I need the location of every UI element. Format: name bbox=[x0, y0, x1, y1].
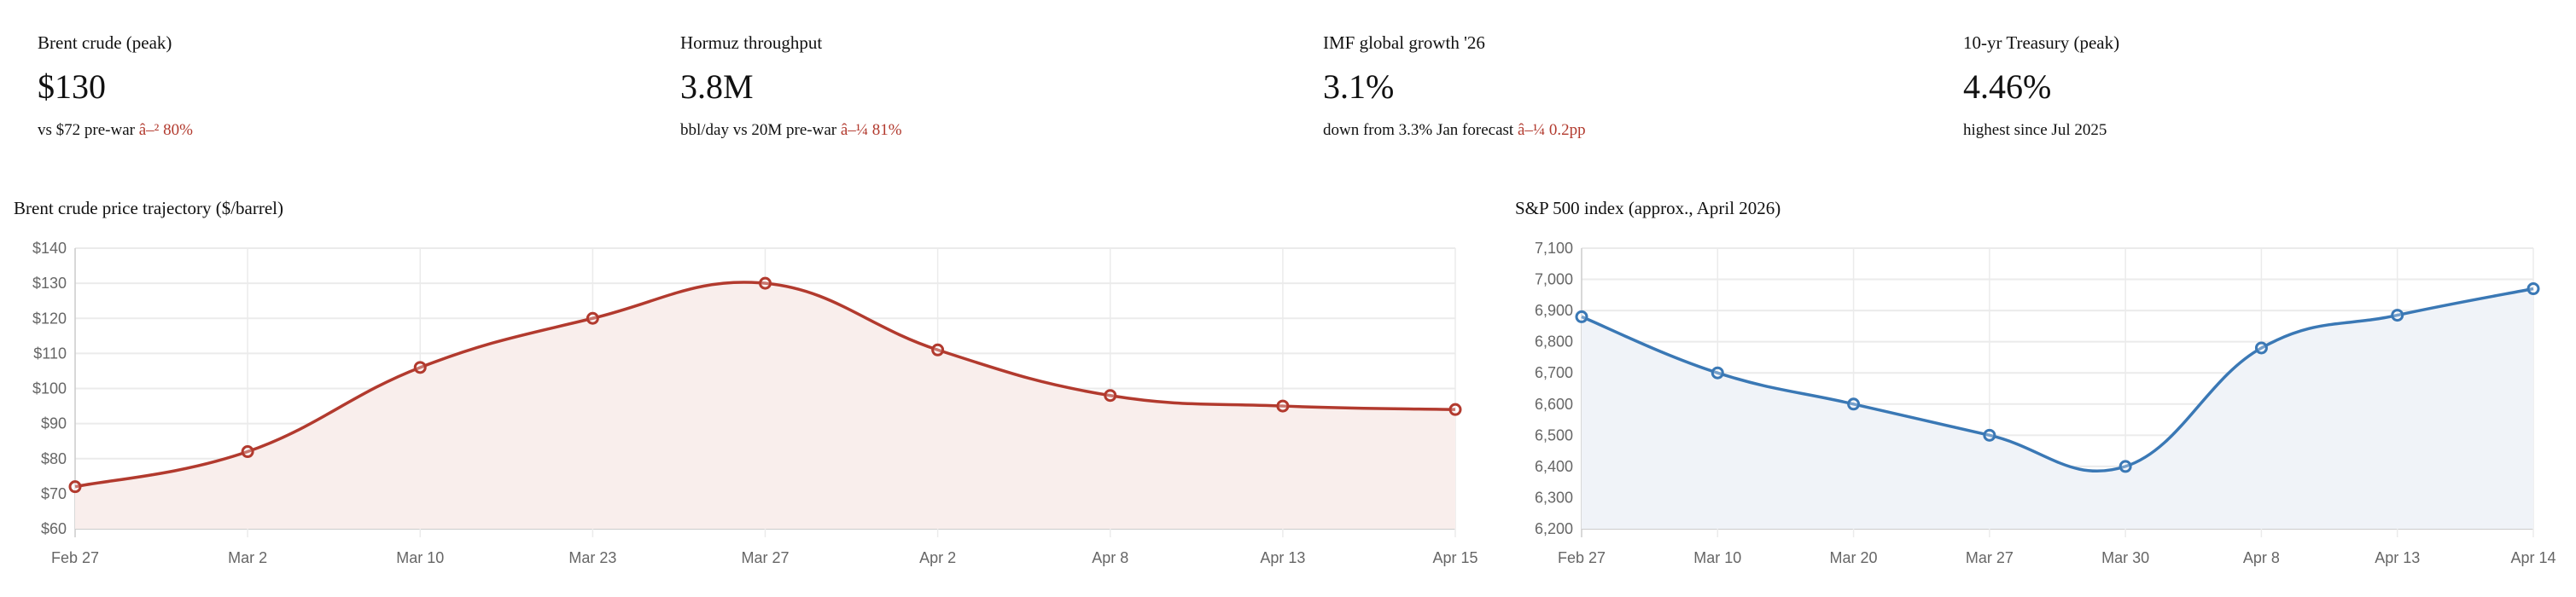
sp500-x-tick-label: Apr 13 bbox=[2375, 549, 2420, 566]
sp500-y-tick-label: 6,600 bbox=[1535, 396, 1573, 413]
kpi-sub: vs $72 pre-war â–² 80% bbox=[38, 119, 635, 142]
sp500-y-tick-label: 6,800 bbox=[1535, 333, 1573, 351]
kpi-card-hormuz: Hormuz throughput 3.8M bbl/day vs 20M pr… bbox=[680, 31, 1278, 142]
kpi-change: â–¼ 0.2pp bbox=[1517, 121, 1586, 139]
kpi-label: 10-yr Treasury (peak) bbox=[1963, 32, 2120, 53]
sp500-data-point bbox=[2118, 460, 2132, 473]
brent-data-point bbox=[931, 343, 945, 356]
kpi-change: â–¼ 81% bbox=[840, 121, 902, 139]
sp500-data-point bbox=[2526, 282, 2540, 296]
brent-x-tick-label: Mar 23 bbox=[568, 549, 616, 566]
brent-data-point bbox=[1104, 389, 1117, 403]
kpi-card-brent: Brent crude (peak) $130 vs $72 pre-war â… bbox=[38, 31, 635, 142]
sp500-x-tick-label: Apr 8 bbox=[2243, 549, 2280, 566]
brent-x-tick-label: Mar 27 bbox=[741, 549, 789, 566]
brent-chart-title: Brent crude price trajectory ($/barrel) bbox=[14, 198, 283, 218]
brent-x-tick-label: Apr 15 bbox=[1432, 549, 1477, 566]
kpi-value: $130 bbox=[38, 67, 106, 106]
brent-series-line bbox=[74, 281, 1456, 489]
sp500-area-fill bbox=[1582, 288, 2533, 529]
kpi-value: 4.46% bbox=[1963, 67, 2052, 106]
brent-data-point bbox=[1276, 399, 1290, 413]
brent-data-point bbox=[586, 311, 599, 325]
brent-y-tick-label: $140 bbox=[32, 240, 67, 257]
sp500-data-point bbox=[1983, 428, 1996, 442]
brent-data-point bbox=[241, 445, 254, 459]
sp500-y-tick-label: 7,100 bbox=[1535, 240, 1573, 257]
sp500-y-tick-label: 6,200 bbox=[1535, 520, 1573, 537]
kpi-sub: bbl/day vs 20M pre-war â–¼ 81% bbox=[680, 119, 1278, 142]
kpi-sub-text: down from 3.3% Jan forecast bbox=[1323, 121, 1514, 139]
brent-area-fill bbox=[75, 281, 1455, 529]
sp500-y-tick-label: 6,300 bbox=[1535, 489, 1573, 506]
brent-x-tick-label: Feb 27 bbox=[51, 549, 99, 566]
sp500-y-tick-label: 6,700 bbox=[1535, 364, 1573, 381]
kpi-card-treasury: 10-yr Treasury (peak) 4.46% highest sinc… bbox=[1963, 31, 2561, 142]
kpi-sub: highest since Jul 2025 bbox=[1963, 119, 2561, 142]
sp500-data-point bbox=[2254, 341, 2268, 355]
brent-y-tick-label: $130 bbox=[32, 275, 67, 292]
sp500-x-tick-label: Feb 27 bbox=[1558, 549, 1606, 566]
sp500-data-point bbox=[2391, 309, 2404, 322]
kpi-label: IMF global growth '26 bbox=[1323, 32, 1485, 53]
brent-y-tick-label: $100 bbox=[32, 380, 67, 397]
brent-y-tick-label: $120 bbox=[32, 310, 67, 327]
brent-data-point bbox=[413, 361, 427, 374]
sp500-x-tick-label: Mar 20 bbox=[1830, 549, 1878, 566]
sp500-data-point bbox=[1847, 397, 1861, 411]
brent-data-point bbox=[68, 480, 82, 494]
brent-x-tick-label: Mar 2 bbox=[228, 549, 267, 566]
sp500-data-point bbox=[1575, 310, 1588, 323]
brent-data-point bbox=[759, 276, 772, 290]
brent-y-tick-label: $80 bbox=[41, 450, 67, 467]
kpi-label: Hormuz throughput bbox=[680, 32, 823, 53]
sp500-series-line bbox=[1581, 287, 2534, 473]
sp500-chart-title: S&P 500 index (approx., April 2026) bbox=[1515, 198, 1781, 218]
brent-y-tick-label: $110 bbox=[33, 345, 67, 362]
sp500-x-tick-label: Apr 14 bbox=[2510, 549, 2556, 566]
brent-y-tick-label: $90 bbox=[41, 415, 67, 432]
kpi-value: 3.1% bbox=[1323, 67, 1395, 106]
kpi-sub: down from 3.3% Jan forecast â–¼ 0.2pp bbox=[1323, 119, 1920, 142]
kpi-sub-text: highest since Jul 2025 bbox=[1963, 121, 2107, 139]
brent-x-tick-label: Apr 13 bbox=[1260, 549, 1305, 566]
sp500-y-tick-label: 7,000 bbox=[1535, 271, 1573, 288]
sp500-x-tick-label: Mar 30 bbox=[2101, 549, 2149, 566]
sp500-data-point bbox=[1711, 366, 1724, 380]
sp500-x-tick-label: Mar 27 bbox=[1966, 549, 2014, 566]
brent-y-tick-label: $60 bbox=[41, 520, 67, 537]
brent-x-tick-label: Apr 2 bbox=[919, 549, 956, 566]
sp500-x-tick-label: Mar 10 bbox=[1693, 549, 1741, 566]
kpi-card-imf: IMF global growth '26 3.1% down from 3.3… bbox=[1323, 31, 1920, 142]
kpi-sub-text: vs $72 pre-war bbox=[38, 121, 135, 139]
brent-x-tick-label: Apr 8 bbox=[1092, 549, 1128, 566]
kpi-value: 3.8M bbox=[680, 67, 754, 106]
sp500-y-tick-label: 6,400 bbox=[1535, 458, 1573, 475]
kpi-label: Brent crude (peak) bbox=[38, 32, 172, 53]
sp500-y-tick-label: 6,900 bbox=[1535, 302, 1573, 319]
sp500-y-tick-label: 6,500 bbox=[1535, 426, 1573, 443]
brent-x-tick-label: Mar 10 bbox=[396, 549, 444, 566]
brent-data-point bbox=[1448, 403, 1462, 416]
kpi-change: â–² 80% bbox=[138, 121, 193, 139]
kpi-sub-text: bbl/day vs 20M pre-war bbox=[680, 121, 837, 139]
brent-y-tick-label: $70 bbox=[41, 485, 67, 502]
